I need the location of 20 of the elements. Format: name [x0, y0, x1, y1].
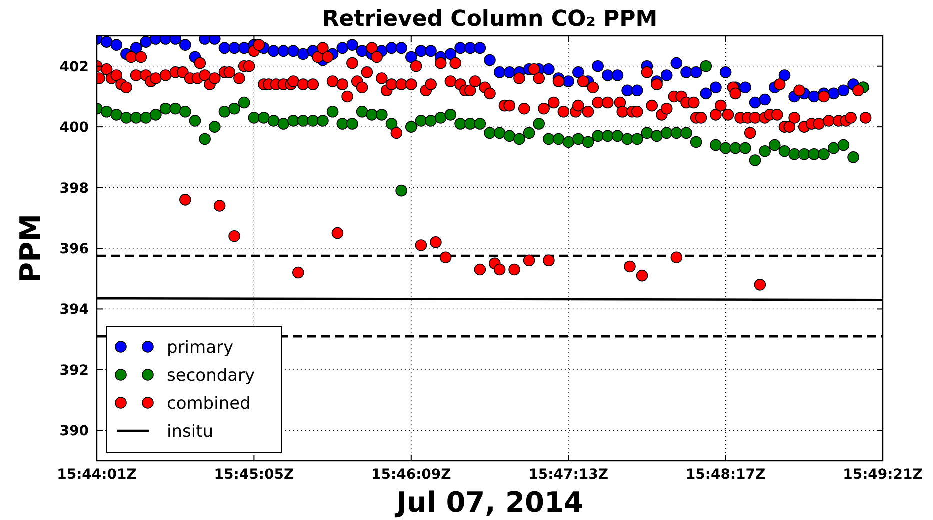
legend-label: primary [167, 338, 234, 358]
y-tick-label: 396 [60, 242, 89, 258]
x-axis-title: Jul 07, 2014 [394, 486, 584, 519]
chart-title: Retrieved Column CO₂ PPM [322, 7, 658, 32]
x-tick-label: 15:44:01Z [57, 467, 137, 483]
x-tick-label: 15:49:21Z [843, 467, 923, 483]
x-tick-label: 15:48:17Z [686, 467, 766, 483]
y-axis-title: PPM [14, 214, 47, 283]
legend-label: combined [167, 394, 251, 414]
y-tick-label: 398 [60, 180, 89, 197]
y-tick-label: 392 [60, 362, 89, 379]
x-tick-label: 15:47:13Z [528, 467, 608, 483]
y-tick-label: 394 [60, 302, 90, 318]
x-tick-label: 15:46:09Z [372, 467, 452, 483]
y-tick-label: 400 [60, 120, 90, 136]
legend-label: secondary [167, 366, 256, 386]
y-tick-label: 390 [60, 424, 90, 440]
legend-label: insitu [167, 422, 214, 442]
x-tick-label: 15:45:05Z [214, 467, 294, 483]
y-tick-label: 402 [60, 59, 89, 76]
